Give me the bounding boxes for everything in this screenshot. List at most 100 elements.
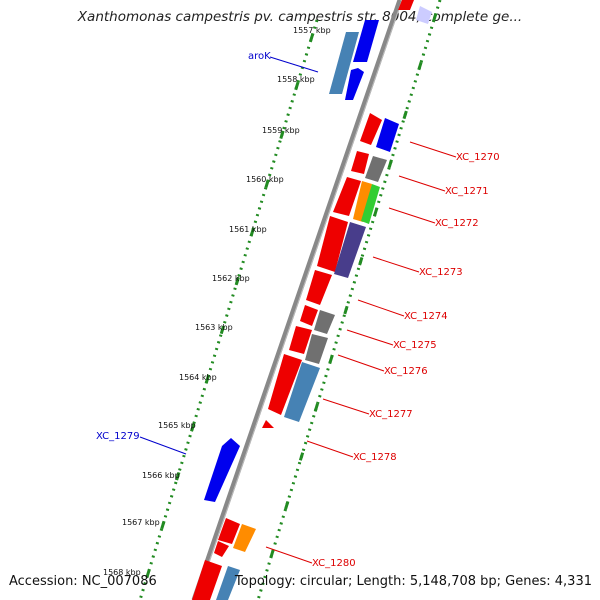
inner-major-tick: [313, 403, 319, 412]
gene-block-steelblue-top[interactable]: [329, 32, 359, 94]
tick-label-1568: 1568 kbp: [103, 568, 141, 577]
inner-major-tick: [387, 159, 393, 168]
gene-xc1280[interactable]: [233, 524, 256, 552]
tick-label-1557: 1557 kbp: [293, 26, 331, 35]
gene-red-11[interactable]: [192, 560, 222, 600]
label-xc1270[interactable]: XC_1270: [456, 152, 500, 163]
inner-major-tick: [372, 208, 379, 217]
label-xc1274[interactable]: XC_1274: [404, 311, 448, 322]
tick-label-1562: 1562 kbp: [212, 274, 250, 283]
tick-label-1561: 1561 kbp: [229, 225, 267, 234]
gene-red-2[interactable]: [351, 151, 369, 174]
label-xc1272[interactable]: XC_1272: [435, 218, 479, 229]
leader-xc1278: [306, 440, 354, 458]
tick-label-1563: 1563 kbp: [195, 323, 233, 332]
leader-xc1277: [322, 398, 370, 415]
inner-major-tick: [402, 110, 408, 120]
inner-major-tick: [417, 61, 423, 71]
outer-ring-ticks: [145, 32, 315, 579]
inner-major-tick: [328, 354, 334, 364]
label-xc1276[interactable]: XC_1276: [384, 366, 428, 377]
tick-label-1564: 1564 kbp: [179, 373, 217, 382]
gene-xc1272-orange[interactable]: [353, 181, 372, 222]
leader-xc1273: [372, 256, 420, 273]
gene-arok[interactable]: [353, 20, 379, 62]
gene-steelblue-bottom[interactable]: [216, 566, 240, 600]
gene-red-9[interactable]: [218, 518, 240, 544]
tick-label-1558: 1558 kbp: [277, 75, 315, 84]
label-xc1273[interactable]: XC_1273: [419, 267, 463, 278]
leader-xc1274: [357, 299, 405, 317]
leader-xc1271: [398, 175, 446, 192]
inner-ring-ticks: [269, 12, 438, 559]
tick-label-1567: 1567 kbp: [122, 518, 160, 527]
gene-xc1275[interactable]: [314, 310, 335, 334]
inner-major-tick: [358, 256, 364, 266]
outer-major-tick: [309, 32, 315, 42]
label-xc1279[interactable]: XC_1279: [96, 431, 140, 442]
outer-tick-ring: [138, 19, 319, 600]
outer-major-tick: [234, 276, 240, 286]
gene-xc1273[interactable]: [334, 222, 366, 278]
label-leader-lines: [139, 56, 457, 564]
leader-xc1275: [346, 329, 394, 346]
gene-top-red-small[interactable]: [398, 0, 414, 10]
gene-red-1[interactable]: [360, 113, 382, 145]
gene-red-6[interactable]: [300, 305, 318, 326]
outer-major-tick: [219, 325, 226, 335]
reverse-strand-genes: [192, 113, 382, 600]
leader-xc1276: [337, 354, 385, 372]
inner-major-tick: [284, 501, 290, 510]
label-xc1275[interactable]: XC_1275: [393, 340, 437, 351]
accession-text: Accession: NC_007086: [9, 574, 157, 589]
gene-red-tiny[interactable]: [262, 420, 274, 428]
label-arok[interactable]: aroK: [248, 51, 271, 62]
outer-major-tick: [249, 228, 255, 237]
gene-xc1276[interactable]: [305, 334, 328, 364]
outer-major-tick: [294, 81, 300, 91]
outer-major-tick: [264, 179, 270, 188]
gene-xc1270[interactable]: [376, 118, 399, 152]
gene-xc1279[interactable]: [204, 438, 240, 502]
gene-xc1277[interactable]: [284, 362, 320, 422]
gene-red-3[interactable]: [333, 177, 361, 216]
inner-feature-blocks: [216, 118, 399, 600]
topology-text: Topology: circular; Length: 5,148,708 bp…: [234, 574, 592, 589]
inner-major-tick: [432, 12, 438, 22]
outer-major-tick: [160, 520, 166, 530]
leader-xc1280: [265, 546, 313, 564]
label-xc1277[interactable]: XC_1277: [369, 409, 413, 420]
gene-red-7[interactable]: [289, 326, 312, 354]
genome-backbone-highlight: [195, 0, 403, 600]
gene-xc1271[interactable]: [365, 156, 387, 182]
gene-red-10[interactable]: [214, 541, 229, 557]
leader-xc1279: [139, 436, 187, 455]
gene-red-5[interactable]: [306, 270, 332, 305]
gene-red-8[interactable]: [268, 354, 302, 415]
leader-arok: [269, 56, 319, 73]
gene-arok-lower[interactable]: [345, 68, 364, 100]
map-title: Xanthomonas campestris pv. campestris st…: [77, 9, 523, 25]
gene-red-4[interactable]: [317, 216, 348, 272]
inner-major-tick: [298, 452, 305, 461]
label-xc1280[interactable]: XC_1280: [312, 558, 356, 569]
outer-major-tick: [175, 471, 181, 481]
gene-labels: aroK XC_1279 XC_1270 XC_1271 XC_1272 XC_…: [96, 51, 500, 569]
tick-label-1566: 1566 kbp: [142, 471, 180, 480]
gene-xc1272-green[interactable]: [361, 184, 380, 224]
kbp-tick-labels: 1557 kbp 1558 kbp 1559 kbp 1560 kbp 1561…: [103, 26, 331, 577]
label-xc1271[interactable]: XC_1271: [445, 186, 489, 197]
inner-major-tick: [343, 305, 349, 315]
gene-top-light[interactable]: [416, 6, 432, 24]
label-xc1278[interactable]: XC_1278: [353, 452, 397, 463]
outer-major-tick: [204, 374, 211, 383]
tick-label-1559: 1559 kbp: [262, 126, 300, 135]
forward-strand-genes: [204, 0, 432, 502]
tick-label-1560: 1560 kbp: [246, 175, 284, 184]
inner-major-tick: [269, 549, 275, 559]
outer-major-tick: [190, 423, 196, 432]
leader-xc1270: [409, 141, 457, 158]
genome-backbone: [191, 0, 403, 600]
